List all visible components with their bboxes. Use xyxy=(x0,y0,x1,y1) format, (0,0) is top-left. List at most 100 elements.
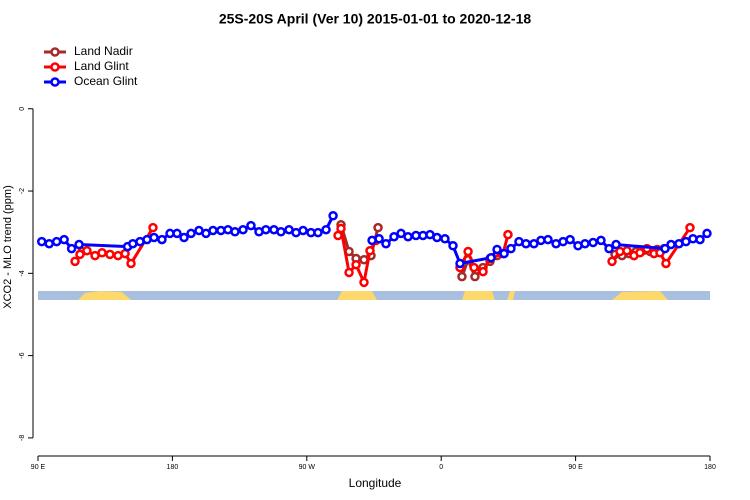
data-point xyxy=(478,266,488,277)
data-point xyxy=(373,222,383,233)
data-point xyxy=(179,232,189,243)
x-tick-label: 180 xyxy=(167,464,179,471)
data-point xyxy=(396,228,406,239)
y-tick-label: 0 xyxy=(19,107,26,111)
data-point xyxy=(97,248,107,258)
data-point xyxy=(499,248,509,259)
data-point xyxy=(344,267,354,278)
data-point xyxy=(432,232,442,243)
data-point xyxy=(611,239,621,250)
legend-marker xyxy=(50,47,60,57)
data-point xyxy=(70,256,80,267)
data-point xyxy=(246,220,256,231)
data-point xyxy=(607,256,617,267)
y-tick-label: -8 xyxy=(19,435,26,441)
land-segment xyxy=(612,291,668,300)
data-point xyxy=(351,259,361,270)
data-point xyxy=(702,228,712,239)
data-point xyxy=(457,271,467,282)
legend-label: Land Nadir xyxy=(74,44,133,58)
data-point xyxy=(261,224,271,235)
data-point xyxy=(588,237,598,248)
land-segment xyxy=(507,291,515,300)
data-point xyxy=(59,234,69,245)
data-point xyxy=(440,234,450,244)
data-point xyxy=(486,252,496,263)
data-point xyxy=(105,249,115,260)
data-point xyxy=(403,231,413,242)
x-tick-label: 90 W xyxy=(299,464,316,471)
data-point xyxy=(186,228,196,239)
data-point xyxy=(529,238,539,249)
x-axis-label: Longitude xyxy=(349,476,402,490)
data-point xyxy=(44,238,54,249)
data-point xyxy=(685,222,695,233)
data-point xyxy=(604,243,614,254)
land-mask-strip xyxy=(38,291,710,300)
data-point xyxy=(635,248,645,258)
data-point xyxy=(126,258,136,269)
data-point xyxy=(506,243,516,254)
chart-title: 25S-20S April (Ver 10) 2015-01-01 to 202… xyxy=(219,11,532,27)
data-point xyxy=(238,224,248,235)
x-tick-label: 90 E xyxy=(31,464,46,471)
y-tick-label: -2 xyxy=(19,188,26,194)
plot-area: 90 E 180 90 W 0 90 E 180 0 -2 -4 -6 -8 Land NadirLa… xyxy=(19,44,716,471)
data-point xyxy=(36,236,47,247)
y-tick-label: -4 xyxy=(19,270,26,276)
legend-item: Ocean Glint xyxy=(44,74,138,88)
legend-item: Land Nadir xyxy=(44,44,133,58)
data-point xyxy=(580,238,590,249)
data-point xyxy=(463,246,473,257)
data-point xyxy=(313,227,323,238)
land-segment xyxy=(462,291,495,300)
data-point xyxy=(622,245,632,256)
data-point xyxy=(66,243,77,254)
land-segment xyxy=(337,291,377,300)
y-axis-label: XCO2 - MLO trend (ppm) xyxy=(2,185,14,308)
data-point xyxy=(661,258,671,269)
legend-label: Ocean Glint xyxy=(74,74,138,88)
x-tick-label: 90 E xyxy=(568,464,583,471)
data-point xyxy=(543,234,553,245)
data-point xyxy=(157,234,167,245)
data-point xyxy=(172,228,182,239)
y-tick-label: -6 xyxy=(19,352,26,358)
data-point xyxy=(75,249,85,260)
data-point xyxy=(469,262,479,273)
data-point xyxy=(503,229,513,240)
data-point xyxy=(51,236,62,247)
data-point xyxy=(276,227,286,237)
data-point xyxy=(82,245,92,256)
legend-item: Land Glint xyxy=(44,59,129,73)
data-point xyxy=(230,227,240,237)
data-point xyxy=(389,231,399,242)
data-point xyxy=(470,271,480,282)
data-point xyxy=(374,234,384,244)
data-point xyxy=(298,225,308,236)
data-point xyxy=(359,277,369,288)
data-point xyxy=(74,239,84,250)
data-point xyxy=(448,241,458,251)
data-point xyxy=(695,234,705,245)
data-point xyxy=(596,235,606,246)
data-point xyxy=(492,244,502,255)
data-point xyxy=(381,238,391,249)
data-point xyxy=(565,234,575,245)
legend-marker xyxy=(50,77,60,87)
data-point xyxy=(149,232,159,243)
data-point xyxy=(208,225,218,236)
data-point xyxy=(455,258,465,269)
data-point xyxy=(321,224,331,235)
legend-marker xyxy=(50,62,60,72)
data-point xyxy=(148,222,158,233)
x-tick-label: 0 xyxy=(439,464,443,471)
data-point xyxy=(521,238,531,249)
data-point xyxy=(365,245,375,256)
data-point xyxy=(328,210,338,221)
x-tick-label: 180 xyxy=(704,464,716,471)
data-point xyxy=(660,243,670,254)
land-segment xyxy=(78,291,131,300)
legend-label: Land Glint xyxy=(74,59,129,73)
